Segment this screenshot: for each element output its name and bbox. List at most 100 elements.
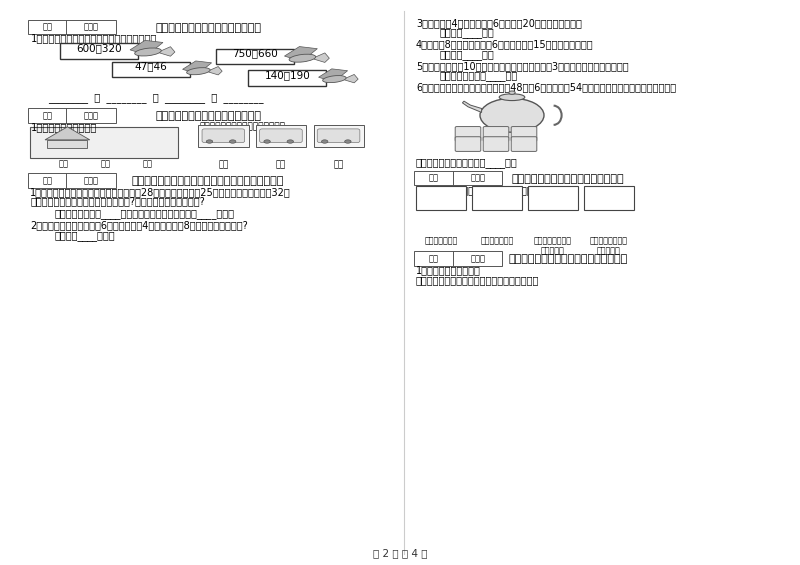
Ellipse shape [499, 94, 525, 101]
FancyBboxPatch shape [198, 125, 249, 147]
Polygon shape [208, 67, 222, 75]
Text: 答：王大爷批发了____千克的水果，现在比原来少了____千克。: 答：王大爷批发了____千克的水果，现在比原来少了____千克。 [54, 209, 234, 219]
Ellipse shape [206, 140, 213, 144]
FancyBboxPatch shape [416, 186, 466, 210]
Text: 评卷人: 评卷人 [470, 254, 485, 263]
Text: 得分: 得分 [429, 254, 438, 263]
Text: 小轮: 小轮 [218, 160, 229, 169]
Text: 小车: 小车 [101, 159, 110, 168]
Polygon shape [158, 47, 175, 56]
Text: 十、综合题（共１大题，共计１０分）: 十、综合题（共１大题，共计１０分） [512, 174, 624, 184]
Text: 47＋46: 47＋46 [135, 62, 167, 72]
FancyBboxPatch shape [455, 137, 481, 151]
FancyBboxPatch shape [28, 108, 116, 123]
Text: 答：一个茶壶比一个杯子贵____元。: 答：一个茶壶比一个杯子贵____元。 [416, 158, 518, 168]
Ellipse shape [345, 140, 351, 144]
Text: 六、比一比（共１大题，共计５分）: 六、比一比（共１大题，共计５分） [155, 23, 261, 33]
Polygon shape [182, 61, 211, 72]
Text: 分成一个三角形和
一个五边形: 分成一个三角形和 一个五边形 [590, 236, 628, 255]
Text: ________  ＜  ________  ＜  ________  ＜  ________: ________ ＜ ________ ＜ ________ ＜ _______… [48, 93, 263, 103]
Text: 140＋190: 140＋190 [264, 70, 310, 80]
FancyBboxPatch shape [318, 129, 360, 142]
FancyBboxPatch shape [112, 62, 190, 77]
FancyBboxPatch shape [202, 129, 245, 142]
Text: 小明: 小明 [142, 159, 152, 168]
Text: 七、连一连（共１大题，共计５分）: 七、连一连（共１大题，共计５分） [155, 111, 261, 121]
Text: 1．王大爷批发了一批水果回来，上午卖掉28千克，下午又卖掉25千克，这时发现还剩下32千: 1．王大爷批发了一批水果回来，上午卖掉28千克，下午又卖掉25千克，这时发现还剩… [30, 188, 291, 198]
FancyBboxPatch shape [47, 140, 87, 149]
Polygon shape [318, 69, 348, 80]
Text: 答：还剩____个。: 答：还剩____个。 [440, 50, 494, 60]
Text: 750－660: 750－660 [232, 49, 278, 59]
FancyBboxPatch shape [60, 43, 138, 59]
FancyBboxPatch shape [260, 129, 302, 142]
Ellipse shape [186, 68, 210, 75]
Polygon shape [344, 75, 358, 83]
Text: 得分: 得分 [429, 173, 438, 182]
Text: 请你连一连，下面分别是谁看到的？: 请你连一连，下面分别是谁看到的？ [200, 122, 286, 131]
Ellipse shape [509, 91, 515, 94]
Text: 评卷人: 评卷人 [470, 173, 485, 182]
Text: 1．观察物体，连一连。: 1．观察物体，连一连。 [30, 122, 97, 132]
Polygon shape [462, 101, 482, 112]
Text: 5．小东上午做了10道数学题，下午做的比上午多3道，小东一共做了多少道？: 5．小东上午做了10道数学题，下午做的比上午多3道，小东一共做了多少道？ [416, 61, 629, 71]
FancyBboxPatch shape [256, 125, 306, 147]
FancyBboxPatch shape [511, 127, 537, 141]
Text: 十一、附加题（共１大题，共计１０分）: 十一、附加题（共１大题，共计１０分） [508, 254, 628, 264]
FancyBboxPatch shape [483, 127, 509, 141]
Text: 第 2 页 共 4 页: 第 2 页 共 4 页 [373, 548, 427, 558]
Text: 克水果，王大爷批发了多少千克的水果?现在比原来少了多少千克?: 克水果，王大爷批发了多少千克的水果?现在比原来少了多少千克? [30, 197, 205, 207]
Text: 1．观察分析，我统计。: 1．观察分析，我统计。 [416, 266, 481, 276]
Ellipse shape [322, 76, 346, 82]
Ellipse shape [480, 98, 544, 132]
Text: 得分: 得分 [42, 111, 52, 120]
Text: 4．老师有8袋乒乓球，每袋6个，借给同学15个，还剩多少个？: 4．老师有8袋乒乓球，每袋6个，借给同学15个，还剩多少个？ [416, 40, 594, 50]
Polygon shape [45, 127, 90, 140]
Text: 评卷人: 评卷人 [84, 176, 98, 185]
FancyBboxPatch shape [472, 186, 522, 210]
Text: 小车: 小车 [276, 160, 286, 169]
Text: 2．同学们去公园划船，每6人一组，需要4条船。如果每8人一组，需要几条船?: 2．同学们去公园划船，每6人一组，需要4条船。如果每8人一组，需要几条船? [30, 220, 248, 231]
Text: 分成两个三角形: 分成两个三角形 [424, 236, 458, 245]
Text: 得分: 得分 [42, 176, 52, 185]
Polygon shape [313, 53, 330, 62]
Text: 1．把下面的长方形用一条线段按要求分一分。: 1．把下面的长方形用一条线段按要求分一分。 [416, 185, 540, 195]
Ellipse shape [322, 140, 328, 144]
Text: 6．王阿姨买了一套茶具，茶壶每个48元，6个杯子一共54元，一个茶壶比一个杯子贵多少钱？: 6．王阿姨买了一套茶具，茶壶每个48元，6个杯子一共54元，一个茶壶比一个杯子贵… [416, 82, 676, 93]
FancyBboxPatch shape [28, 173, 116, 188]
Text: 1．把下列算式按得数大小，从小到大排一行。: 1．把下列算式按得数大小，从小到大排一行。 [30, 33, 157, 43]
Text: 答：还剩____个。: 答：还剩____个。 [440, 28, 494, 38]
Text: 分成两个四边形: 分成两个四边形 [480, 236, 514, 245]
FancyBboxPatch shape [248, 70, 326, 86]
FancyBboxPatch shape [414, 171, 502, 185]
Text: 3．商店里有4盒皮球，每盒6个，卖出20个，还剩多少个？: 3．商店里有4盒皮球，每盒6个，卖出20个，还剩多少个？ [416, 18, 582, 28]
Text: 八、解决问题（共６小题，每题３分，共计１８分）: 八、解决问题（共６小题，每题３分，共计１８分） [132, 176, 284, 186]
Polygon shape [285, 46, 318, 59]
Ellipse shape [287, 140, 294, 144]
Ellipse shape [134, 48, 162, 56]
Text: 下面是希望小学二年级一班女生身高统计情况。: 下面是希望小学二年级一班女生身高统计情况。 [416, 275, 539, 285]
FancyBboxPatch shape [30, 127, 178, 158]
FancyBboxPatch shape [28, 20, 116, 34]
Text: 评卷人: 评卷人 [84, 23, 98, 32]
Text: 分成一个三角形和
一个四边形: 分成一个三角形和 一个四边形 [534, 236, 572, 255]
Text: 答：需要____条船。: 答：需要____条船。 [54, 231, 115, 241]
Ellipse shape [289, 54, 316, 62]
FancyBboxPatch shape [528, 186, 578, 210]
FancyBboxPatch shape [216, 49, 294, 64]
Text: 小明: 小明 [334, 160, 344, 169]
Ellipse shape [264, 140, 270, 144]
Text: 评卷人: 评卷人 [84, 111, 98, 120]
Text: 答：小东一共做了____道。: 答：小东一共做了____道。 [440, 71, 518, 81]
FancyBboxPatch shape [455, 127, 481, 141]
Text: 600－320: 600－320 [76, 43, 122, 53]
FancyBboxPatch shape [483, 137, 509, 151]
Text: 得分: 得分 [42, 23, 52, 32]
FancyBboxPatch shape [414, 251, 502, 266]
Polygon shape [130, 40, 163, 53]
FancyBboxPatch shape [314, 125, 364, 147]
Text: 小轮: 小轮 [59, 159, 69, 168]
FancyBboxPatch shape [511, 137, 537, 151]
Ellipse shape [230, 140, 236, 144]
FancyBboxPatch shape [584, 186, 634, 210]
